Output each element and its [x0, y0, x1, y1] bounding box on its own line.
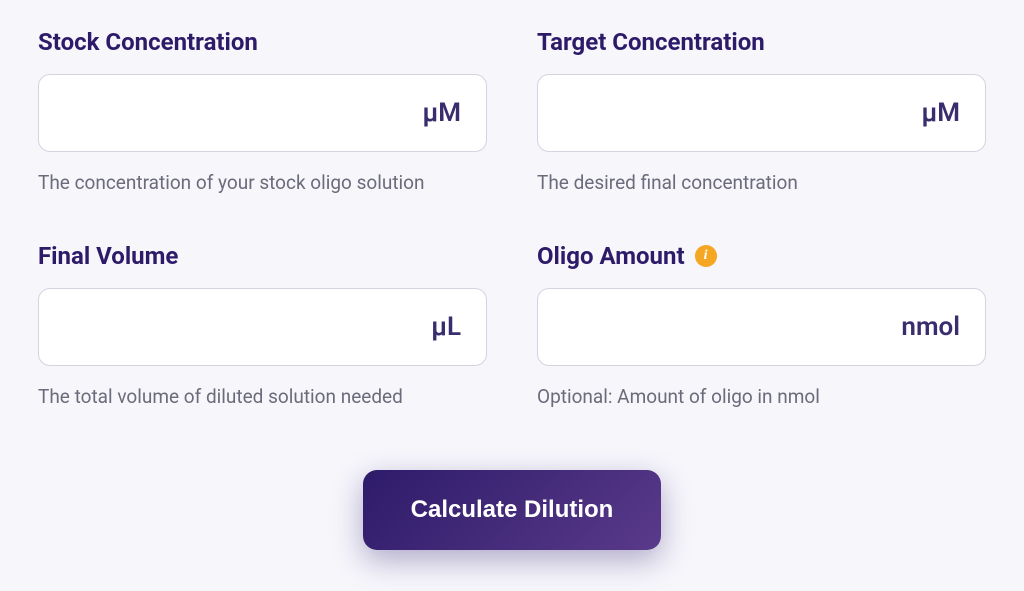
- stock-concentration-help: The concentration of your stock oligo so…: [38, 170, 487, 197]
- calculate-dilution-button[interactable]: Calculate Dilution: [363, 470, 662, 550]
- target-concentration-label: Target Concentration: [537, 28, 765, 56]
- oligo-amount-field: Oligo Amount i nmol Optional: Amount of …: [537, 242, 986, 411]
- oligo-amount-label: Oligo Amount: [537, 242, 685, 270]
- oligo-amount-help: Optional: Amount of oligo in nmol: [537, 384, 986, 411]
- final-volume-label: Final Volume: [38, 242, 178, 270]
- input-wrapper: μM: [38, 74, 487, 152]
- dilution-form: Stock Concentration μM The concentration…: [0, 0, 1024, 410]
- final-volume-input[interactable]: [38, 288, 487, 366]
- button-row: Calculate Dilution: [0, 470, 1024, 550]
- target-concentration-help: The desired final concentration: [537, 170, 986, 197]
- oligo-amount-input[interactable]: [537, 288, 986, 366]
- input-wrapper: μM: [537, 74, 986, 152]
- field-label-row: Final Volume: [38, 242, 487, 270]
- field-label-row: Target Concentration: [537, 28, 986, 56]
- input-wrapper: nmol: [537, 288, 986, 366]
- field-label-row: Oligo Amount i: [537, 242, 986, 270]
- final-volume-help: The total volume of diluted solution nee…: [38, 384, 487, 411]
- info-icon[interactable]: i: [695, 245, 717, 267]
- field-label-row: Stock Concentration: [38, 28, 487, 56]
- stock-concentration-field: Stock Concentration μM The concentration…: [38, 28, 487, 197]
- final-volume-field: Final Volume μL The total volume of dilu…: [38, 242, 487, 411]
- input-wrapper: μL: [38, 288, 487, 366]
- target-concentration-input[interactable]: [537, 74, 986, 152]
- stock-concentration-label: Stock Concentration: [38, 28, 258, 56]
- stock-concentration-input[interactable]: [38, 74, 487, 152]
- target-concentration-field: Target Concentration μM The desired fina…: [537, 28, 986, 197]
